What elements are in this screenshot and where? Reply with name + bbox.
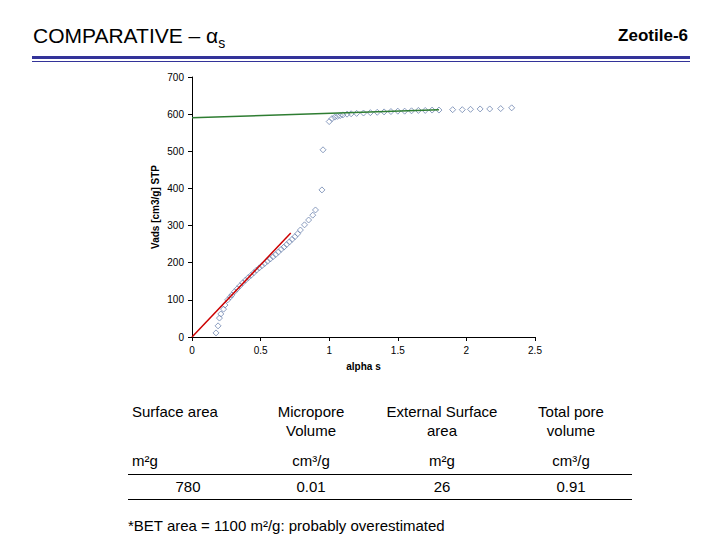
html-text:0.01: 0.01 [296,478,326,495]
html-text:Zeotile-6: Zeotile-6 [618,26,688,45]
svg-text:600: 600 [167,109,184,120]
svg-text:0.5: 0.5 [254,345,268,356]
html-text:m²g: m²g [429,452,455,469]
svg-text:Vads [cm3/g] STP: Vads [cm3/g] STP [150,165,161,249]
html-text:External Surface area: External Surface area [386,403,498,439]
html-text:26: 26 [433,478,451,495]
html-text:*BET area = 1100 m²/g: probabl: *BET area = 1100 m²/g: probably overesti… [128,517,445,534]
svg-text:0: 0 [178,332,184,343]
html-text:Micropore Volume: Micropore Volume [277,403,345,439]
html-text:m²g: m²g [132,452,158,469]
svg-text:100: 100 [167,294,184,305]
html-text:COMPARATIVE – αs: COMPARATIVE – αs [33,24,226,52]
svg-text:400: 400 [167,183,184,194]
svg-text:200: 200 [167,257,184,268]
svg-text:700: 700 [167,72,184,83]
html-text:Total pore volume: Total pore volume [538,403,604,439]
svg-text:300: 300 [167,220,184,231]
svg-text:500: 500 [167,146,184,157]
html-text:cm³/g: cm³/g [292,452,330,469]
svg-text:0: 0 [189,345,195,356]
svg-text:alpha s: alpha s [346,361,381,372]
svg-text:2: 2 [464,345,470,356]
html-text:780: 780 [175,478,201,495]
html-text:0.91: 0.91 [556,478,586,495]
svg-text:1.5: 1.5 [391,345,405,356]
html-text:cm³/g: cm³/g [552,452,590,469]
svg-text:1: 1 [326,345,332,356]
svg-text:2.5: 2.5 [528,345,542,356]
html-text:Surface area: Surface area [132,403,218,420]
